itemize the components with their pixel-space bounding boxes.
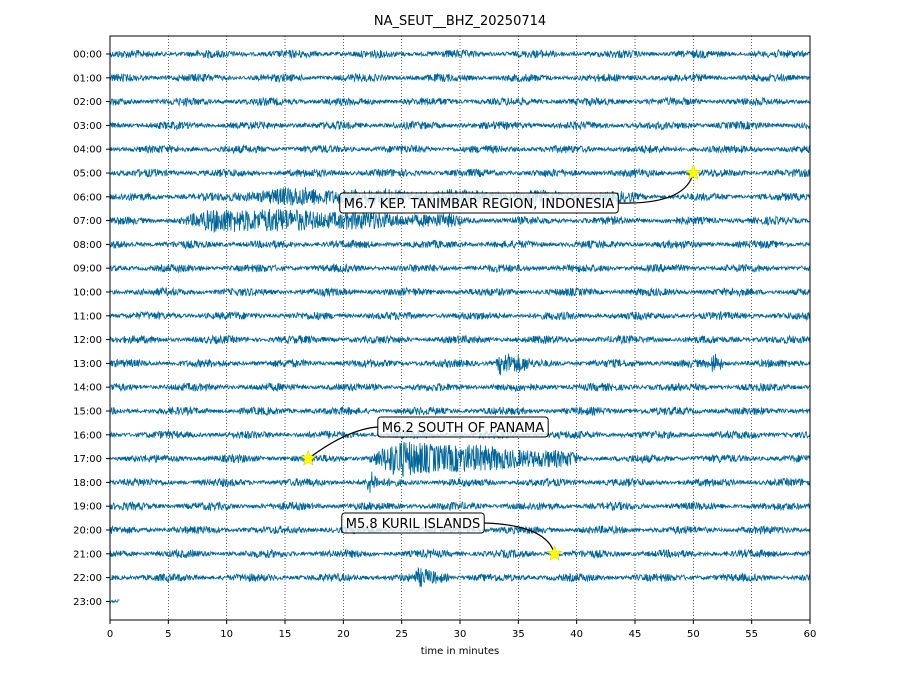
x-tick-label: 40 [570, 629, 583, 640]
row-label: 01:00 [73, 73, 102, 84]
row-label: 08:00 [73, 240, 102, 251]
x-tick-label: 20 [337, 629, 350, 640]
trace-row-0900 [109, 263, 811, 274]
x-tick-label: 25 [395, 629, 408, 640]
trace-row-2200 [109, 566, 811, 588]
x-tick-label: 45 [629, 629, 642, 640]
x-tick-label: 50 [687, 629, 700, 640]
trace-row-0400 [109, 144, 811, 155]
trace-row-1300 [109, 353, 811, 376]
x-tick-label: 55 [745, 629, 758, 640]
row-label: 06:00 [73, 192, 102, 203]
event-star-marker [685, 164, 702, 181]
event-label: M6.7 KEP. TANIMBAR REGION, INDONESIA [344, 197, 615, 212]
event-arrow [484, 522, 556, 554]
x-axis-ticks: 0 5 10 15 20 25 30 35 40 45 50 55 60 [107, 620, 817, 640]
trace-row-0000 [109, 48, 811, 60]
trace-row-1100 [109, 310, 811, 321]
row-label: 10:00 [73, 288, 102, 299]
chart-title: NA_SEUT__BHZ_20250714 [374, 14, 546, 29]
row-label: 03:00 [73, 121, 102, 132]
row-label: 11:00 [73, 311, 102, 322]
trace-row-0100 [109, 72, 811, 84]
trace-row-0700 [109, 208, 811, 234]
event-label: M5.8 KURIL ISLANDS [346, 517, 480, 532]
trace-row-1000 [109, 286, 811, 298]
x-axis-label: time in minutes [421, 646, 500, 657]
x-tick-label: 30 [454, 629, 467, 640]
event-annotation: M6.7 KEP. TANIMBAR REGION, INDONESIA [339, 164, 702, 214]
trace-row-0300 [109, 120, 811, 131]
trace-row-1700 [109, 441, 811, 477]
trace-row-1900 [109, 500, 811, 512]
row-labels: 00:00 01:00 02:00 03:00 04:00 05:00 06:00 07:00… [73, 50, 110, 608]
row-label: 23:00 [73, 597, 102, 608]
row-label: 17:00 [73, 454, 102, 465]
row-label: 20:00 [73, 526, 102, 537]
event-annotation: M6.2 SOUTH OF PANAMA [300, 416, 549, 466]
trace-row-1400 [109, 382, 811, 393]
trace-row-1200 [109, 334, 811, 346]
row-label: 04:00 [73, 145, 102, 156]
x-tick-label: 35 [512, 629, 525, 640]
row-label: 15:00 [73, 407, 102, 418]
trace-row-0200 [109, 96, 811, 108]
row-label: 00:00 [73, 50, 102, 61]
row-label: 16:00 [73, 430, 102, 441]
x-tick-label: 60 [804, 629, 817, 640]
event-annotations: M6.7 KEP. TANIMBAR REGION, INDONESIA M6.2… [300, 164, 702, 561]
row-label: 13:00 [73, 359, 102, 370]
trace-row-1800 [109, 471, 811, 494]
x-tick-label: 15 [279, 629, 292, 640]
event-arrow [307, 426, 378, 460]
row-label: 19:00 [73, 502, 102, 513]
trace-row-0800 [109, 239, 811, 250]
row-label: 09:00 [73, 264, 102, 275]
row-label: 12:00 [73, 335, 102, 346]
trace-row-2300 [109, 599, 120, 604]
row-label: 18:00 [73, 478, 102, 489]
x-tick-label: 5 [165, 629, 171, 640]
row-label: 02:00 [73, 97, 102, 108]
row-label: 14:00 [73, 383, 102, 394]
event-star-marker [300, 449, 317, 466]
x-tick-label: 10 [220, 629, 233, 640]
trace-row-0500 [109, 167, 811, 179]
row-label: 22:00 [73, 573, 102, 584]
trace-row-2100 [109, 548, 811, 560]
event-star-marker [546, 545, 563, 561]
event-annotation: M5.8 KURIL ISLANDS [341, 512, 563, 561]
row-label: 05:00 [73, 169, 102, 180]
event-label: M6.2 SOUTH OF PANAMA [382, 421, 544, 436]
plot-frame [109, 35, 811, 621]
trace-row-1500 [109, 406, 811, 417]
seismic-traces [109, 48, 811, 604]
row-label: 07:00 [73, 216, 102, 227]
trace-row-0600 [109, 187, 811, 206]
event-arrow [618, 172, 694, 204]
x-tick-label: 0 [107, 629, 113, 640]
row-label: 21:00 [73, 549, 102, 560]
